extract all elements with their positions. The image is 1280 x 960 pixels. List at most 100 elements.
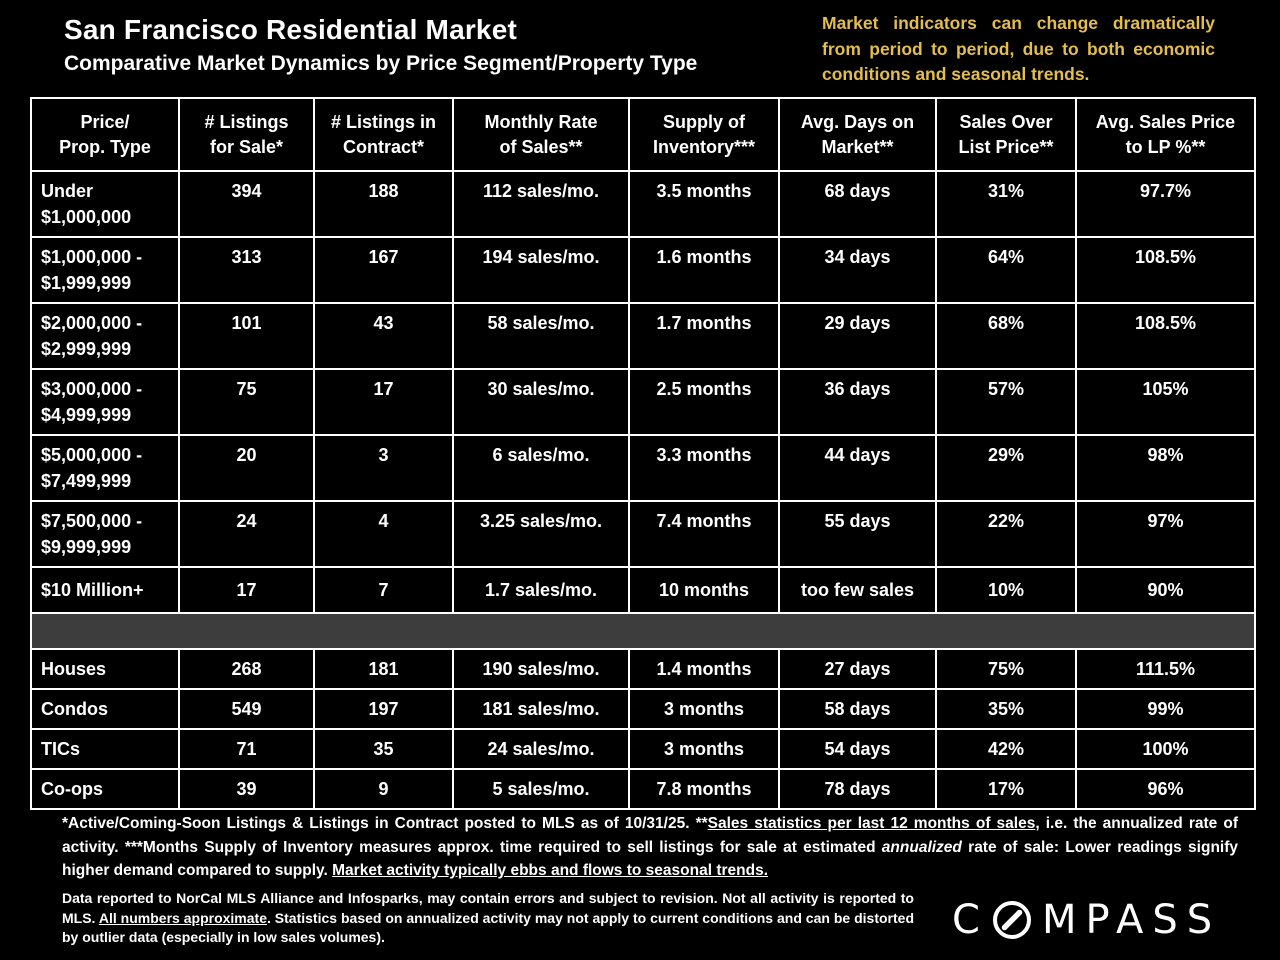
table-row: $3,000,000 - $4,999,999 75 17 30 sales/mo. 2.… (30, 368, 1256, 436)
divider-section (30, 612, 1256, 650)
cell: 108.5% (1075, 302, 1256, 370)
table-header: Price/Prop. Type # Listings for Sale* # Lis… (30, 97, 1256, 172)
cell: 2.5 months (628, 368, 780, 436)
column-header: Avg. Sales Price to LP %** (1075, 97, 1256, 172)
cell: 44 days (778, 434, 937, 502)
cell: 58 sales/mo. (452, 302, 630, 370)
cell: 7.8 months (628, 768, 780, 810)
cell: 1.4 months (628, 648, 780, 690)
cell: 64% (935, 236, 1077, 304)
page-title: San Francisco Residential Market (64, 14, 518, 45)
cell: 35% (935, 688, 1077, 730)
compass-logo: C MPASS (952, 894, 1221, 946)
row-label: Houses (30, 648, 180, 690)
cell: 394 (178, 170, 315, 238)
table-row: $7,500,000 - $9,999,999 24 4 3.25 sales/mo. 7… (30, 500, 1256, 568)
cell: 17% (935, 768, 1077, 810)
cell: 36 days (778, 368, 937, 436)
cell: 35 (313, 728, 454, 770)
cell: 29% (935, 434, 1077, 502)
cell: 90% (1075, 566, 1256, 614)
cell: 190 sales/mo. (452, 648, 630, 690)
row-label: TICs (30, 728, 180, 770)
cell: 31% (935, 170, 1077, 238)
cell: 17 (178, 566, 315, 614)
table-row: Condos 549 197 181 sales/mo. 3 months 58 days… (30, 688, 1256, 730)
row-label: $10 Million+ (30, 566, 180, 614)
cell: 105% (1075, 368, 1256, 436)
table-row: Under $1,000,000 394 188 112 sales/mo. 3.5 mo… (30, 170, 1256, 238)
cell: 75% (935, 648, 1077, 690)
table-row: $2,000,000 - $2,999,999 101 43 58 sales/mo. 1… (30, 302, 1256, 370)
cell: 24 sales/mo. (452, 728, 630, 770)
cell: 7 (313, 566, 454, 614)
header-row: Price/Prop. Type # Listings for Sale* # Lis… (30, 97, 1256, 172)
cell: 100% (1075, 728, 1256, 770)
cell: 96% (1075, 768, 1256, 810)
cell: 75 (178, 368, 315, 436)
cell: 22% (935, 500, 1077, 568)
cell: 58 days (778, 688, 937, 730)
table-row: Co-ops 39 9 5 sales/mo. 7.8 months 78 days 17%… (30, 768, 1256, 810)
cell: 6 sales/mo. (452, 434, 630, 502)
cell: 3 months (628, 688, 780, 730)
page-subtitle: Comparative Market Dynamics by Price Seg… (64, 52, 698, 75)
cell: 68% (935, 302, 1077, 370)
cell: 101 (178, 302, 315, 370)
cell: 42% (935, 728, 1077, 770)
column-header: Price/Prop. Type (30, 97, 180, 172)
logo-letters-mpass: MPASS (1041, 897, 1222, 943)
cell: 181 sales/mo. (452, 688, 630, 730)
cell: 97.7% (1075, 170, 1256, 238)
property-type-rows: Houses 268 181 190 sales/mo. 1.4 months 27 da… (30, 648, 1256, 810)
price-segment-rows: Under $1,000,000 394 188 112 sales/mo. 3.5 mo… (30, 170, 1256, 614)
cell: 112 sales/mo. (452, 170, 630, 238)
row-label: $1,000,000 - $1,999,999 (30, 236, 180, 304)
divider-band (30, 612, 1256, 650)
cell: 39 (178, 768, 315, 810)
cell: 54 days (778, 728, 937, 770)
cell: 27 days (778, 648, 937, 690)
cell: 9 (313, 768, 454, 810)
table-row: TICs 71 35 24 sales/mo. 3 months 54 days 42% 10… (30, 728, 1256, 770)
cell: 1.7 months (628, 302, 780, 370)
title-block: San Francisco Residential Market Compara… (64, 14, 697, 76)
cell: 1.6 months (628, 236, 780, 304)
row-label: Co-ops (30, 768, 180, 810)
cell: 1.7 sales/mo. (452, 566, 630, 614)
cell: 97% (1075, 500, 1256, 568)
cell: 78 days (778, 768, 937, 810)
table-row: $10 Million+ 17 7 1.7 sales/mo. 10 months too… (30, 566, 1256, 614)
cell: 3 months (628, 728, 780, 770)
cell: 98% (1075, 434, 1256, 502)
cell: 68 days (778, 170, 937, 238)
cell: 3.25 sales/mo. (452, 500, 630, 568)
cell: 10 months (628, 566, 780, 614)
compass-o-icon (992, 901, 1031, 939)
cell: 194 sales/mo. (452, 236, 630, 304)
column-header: Supply of Inventory*** (628, 97, 780, 172)
cell: 197 (313, 688, 454, 730)
cell: 111.5% (1075, 648, 1256, 690)
cell: 55 days (778, 500, 937, 568)
row-label: $7,500,000 - $9,999,999 (30, 500, 180, 568)
cell: 10% (935, 566, 1077, 614)
cell: 108.5% (1075, 236, 1256, 304)
column-header: # Listings for Sale* (178, 97, 315, 172)
footnote-secondary: Data reported to NorCal MLS Alliance and… (62, 890, 914, 945)
cell: 3 (313, 434, 454, 502)
row-label: Condos (30, 688, 180, 730)
table-row: $5,000,000 - $7,499,999 20 3 6 sales/mo. 3.3 … (30, 434, 1256, 502)
footnote-primary: *Active/Coming-Soon Listings & Listings … (62, 815, 1238, 879)
column-header: Avg. Days on Market** (778, 97, 937, 172)
cell: 71 (178, 728, 315, 770)
cell: 5 sales/mo. (452, 768, 630, 810)
row-label: $5,000,000 - $7,499,999 (30, 434, 180, 502)
cell: 17 (313, 368, 454, 436)
column-header: Monthly Rate of Sales** (452, 97, 630, 172)
cell: 20 (178, 434, 315, 502)
row-label: $3,000,000 - $4,999,999 (30, 368, 180, 436)
logo-letter-c: C (952, 897, 989, 943)
cell: 99% (1075, 688, 1256, 730)
